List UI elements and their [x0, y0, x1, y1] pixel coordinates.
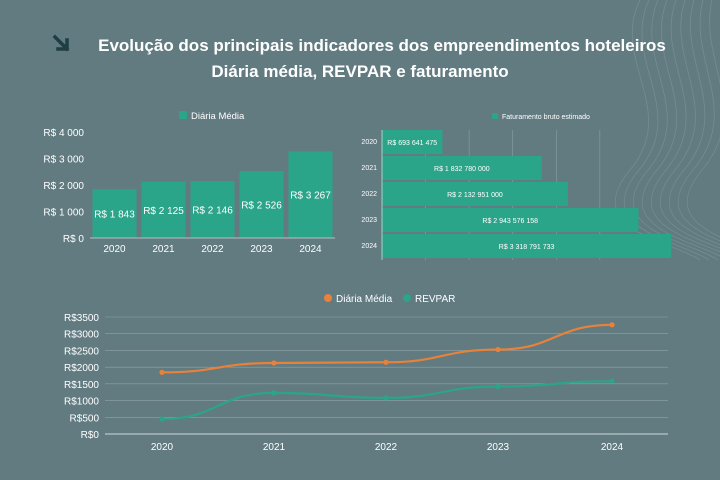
bar-value-label: R$ 2 943 576 158 — [482, 218, 538, 225]
x-tick-label: 2024 — [601, 442, 624, 453]
contour-line — [686, 0, 720, 238]
x-tick-label: 2021 — [152, 244, 175, 255]
legend-label: Diária Média — [191, 111, 245, 122]
x-tick-label: 2024 — [299, 244, 322, 255]
legend-label: Faturamento bruto estimado — [502, 114, 590, 121]
data-point — [271, 360, 277, 366]
data-point — [609, 378, 615, 384]
x-tick-label: 2023 — [487, 442, 510, 453]
y-tick-label: R$0 — [81, 430, 100, 441]
y-tick-label: R$1500 — [64, 380, 99, 391]
legend-marker — [324, 294, 332, 302]
y-tick-label: 2023 — [361, 217, 377, 224]
data-point — [609, 322, 615, 328]
x-tick-label: 2020 — [103, 244, 126, 255]
contour-line — [677, 0, 720, 242]
y-tick-label: R$3000 — [64, 330, 99, 341]
legend-label: Diária Média — [336, 294, 393, 305]
bar — [382, 130, 443, 154]
bar-value-label: R$ 2 125 — [143, 206, 184, 217]
bar-value-label: R$ 3 267 — [290, 191, 331, 202]
bar — [382, 208, 639, 232]
y-tick-label: R$ 3 000 — [43, 155, 84, 166]
bar — [239, 171, 284, 238]
x-tick-label: 2022 — [375, 442, 398, 453]
bar — [382, 182, 568, 206]
legend-label: REVPAR — [415, 294, 455, 305]
x-tick-label: 2023 — [250, 244, 273, 255]
data-point — [383, 395, 389, 401]
arrow-down-right-icon — [52, 34, 70, 52]
title-line-1: Evolução dos principais indicadores dos … — [98, 36, 666, 55]
y-tick-label: R$3500 — [64, 313, 99, 324]
legend-swatch — [492, 113, 498, 119]
contour-line — [668, 0, 720, 246]
contour-line — [632, 0, 719, 261]
y-tick-label: 2024 — [361, 243, 377, 250]
bar — [190, 181, 235, 238]
y-tick-label: R$ 0 — [63, 234, 85, 245]
bar-value-label: R$ 1 843 — [94, 210, 135, 221]
x-tick-label: 2020 — [151, 442, 174, 453]
bar — [141, 181, 186, 238]
data-point — [495, 383, 501, 390]
y-tick-label: 2021 — [361, 165, 377, 172]
bar-value-label: R$ 2 526 — [241, 201, 282, 212]
bar-value-label: R$ 693 641 475 — [387, 140, 437, 147]
y-tick-label: R$1000 — [64, 397, 99, 408]
bar — [382, 234, 672, 258]
bar-value-label: R$ 1 832 780 000 — [434, 166, 490, 173]
bar — [382, 156, 542, 180]
bar-value-label: R$ 2 146 — [192, 206, 233, 217]
x-tick-label: 2021 — [263, 442, 286, 453]
bar-value-label: R$ 2 132 951 000 — [447, 192, 503, 199]
bar — [288, 151, 333, 238]
y-tick-label: R$ 1 000 — [43, 208, 84, 219]
data-point — [159, 416, 165, 422]
data-point — [159, 369, 165, 375]
y-tick-label: 2022 — [361, 191, 377, 198]
legend-swatch — [179, 111, 187, 119]
y-tick-label: R$ 2 000 — [43, 181, 84, 192]
series-line — [161, 323, 613, 374]
data-point — [495, 346, 501, 353]
data-point — [271, 390, 277, 396]
y-tick-label: R$2500 — [64, 346, 99, 357]
bar-value-label: R$ 3 318 791 733 — [499, 244, 555, 251]
contour-line — [659, 0, 720, 249]
y-tick-label: R$ 4 000 — [43, 128, 84, 139]
x-tick-label: 2022 — [201, 244, 224, 255]
data-point — [383, 359, 389, 365]
y-tick-label: R$2000 — [64, 363, 99, 374]
contour-line — [650, 0, 720, 253]
legend-marker — [403, 294, 411, 302]
contour-line — [641, 0, 720, 257]
y-tick-label: 2020 — [361, 139, 377, 146]
y-tick-label: R$500 — [70, 413, 100, 424]
bar — [92, 189, 137, 238]
title-line-2: Diária média, REVPAR e faturamento — [211, 62, 509, 81]
